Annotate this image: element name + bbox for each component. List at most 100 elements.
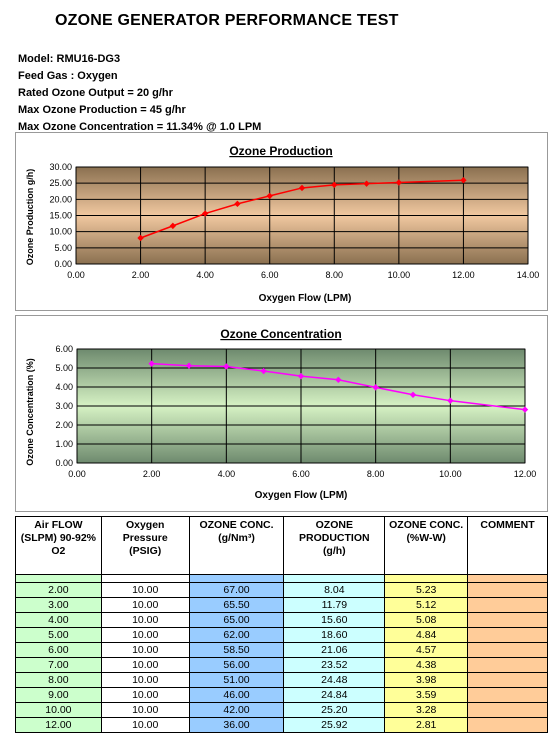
comment-cell: [467, 702, 548, 718]
concentration-y-tick-label: 3.00: [55, 401, 73, 411]
concentration-x-tick-label: 2.00: [143, 469, 161, 479]
ozone-conc-ww-cell: 3.28: [384, 702, 469, 718]
production-chart-title: Ozone Production: [229, 144, 332, 158]
ozone-production-cell: 24.48: [283, 672, 386, 688]
air-flow-cell: 10.00: [15, 702, 102, 718]
oxygen-pressure-cell: 10.00: [100, 672, 190, 688]
concentration-y-tick-label: 0.00: [55, 458, 73, 468]
production-x-axis-label: Oxygen Flow (LPM): [259, 293, 352, 304]
production-x-tick-label: 0.00: [67, 270, 85, 280]
table-header-row: Air FLOW (SLPM) 90-92% O2 Oxygen Pressur…: [15, 516, 548, 575]
production-x-tick-label: 4.00: [196, 270, 214, 280]
header-line: (PSIG): [129, 545, 162, 557]
comment-cell: [467, 642, 548, 658]
header-line: Oxygen: [125, 519, 165, 531]
air-flow-cell: 12.00: [15, 717, 102, 733]
spacer-cell: [100, 574, 190, 583]
production-y-tick-label: 15.00: [49, 211, 72, 221]
concentration-data-point: [335, 376, 342, 383]
concentration-x-tick-label: 8.00: [367, 469, 385, 479]
oxygen-pressure-cell: 10.00: [100, 687, 190, 703]
header-line: Pressure: [122, 532, 168, 544]
comment-cell: [467, 627, 548, 643]
header-line: O2: [51, 545, 66, 557]
table-row: 7.00 10.00 56.00 23.52 4.38: [15, 657, 548, 673]
production-y-axis-label: Ozone Production g/h): [25, 169, 35, 266]
spacer-cell: [283, 574, 386, 583]
air-flow-cell: 6.00: [15, 642, 102, 658]
production-series-line: [140, 179, 464, 239]
header-line: Air FLOW: [34, 519, 83, 531]
ozone-conc-gnm3-cell: 58.50: [188, 642, 285, 658]
comment-cell: [467, 657, 548, 673]
header-line: OZONE CONC.: [199, 519, 274, 531]
table-row: 9.00 10.00 46.00 24.84 3.59: [15, 687, 548, 703]
ozone-conc-gnm3-cell: 42.00: [188, 702, 285, 718]
production-data-point: [331, 181, 338, 189]
ozone-conc-gnm3-cell: 65.00: [188, 612, 285, 628]
spacer-cell: [384, 574, 469, 583]
concentration-x-tick-label: 12.00: [514, 469, 537, 479]
ozone-conc-gnm3-cell: 46.00: [188, 687, 285, 703]
header-line: COMMENT: [480, 519, 535, 531]
production-y-tick-label: 30.00: [49, 162, 72, 172]
comment-cell: [467, 672, 548, 688]
comment-cell: [467, 612, 548, 628]
air-flow-cell: 9.00: [15, 687, 102, 703]
production-y-tick-label: 25.00: [49, 178, 72, 188]
ozone-production-cell: 11.79: [283, 597, 386, 613]
header-oxygen-pressure: Oxygen Pressure (PSIG): [100, 516, 190, 575]
oxygen-pressure-cell: 10.00: [100, 627, 190, 643]
production-data-point: [395, 179, 403, 186]
ozone-conc-gnm3-cell: 67.00: [188, 582, 285, 598]
oxygen-pressure-cell: 10.00: [100, 582, 190, 598]
concentration-chart: Ozone Concentration 0.00 2.00 4.00 6.00 8.00…: [25, 327, 537, 501]
air-flow-cell: 5.00: [15, 627, 102, 643]
concentration-y-tick-label: 6.00: [55, 344, 73, 354]
air-flow-cell: 4.00: [15, 612, 102, 628]
spacer-cell: [15, 574, 102, 583]
page-title: OZONE GENERATOR PERFORMANCE TEST: [55, 12, 399, 29]
ozone-conc-ww-cell: 2.81: [384, 717, 469, 733]
ozone-production-cell: 8.04: [283, 582, 386, 598]
ozone-conc-gnm3-cell: 65.50: [188, 597, 285, 613]
table-row: 10.00 10.00 42.00 25.20 3.28: [15, 702, 548, 718]
ozone-conc-gnm3-cell: 36.00: [188, 717, 285, 733]
comment-cell: [467, 717, 548, 733]
ozone-production-cell: 25.92: [283, 717, 386, 733]
comment-cell: [467, 687, 548, 703]
concentration-chart-frame: Ozone Concentration 0.00 2.00 4.00 6.00 8.00…: [15, 315, 548, 512]
ozone-conc-gnm3-cell: 56.00: [188, 657, 285, 673]
ozone-conc-ww-cell: 5.08: [384, 612, 469, 628]
concentration-data-point: [447, 397, 454, 404]
comment-cell: [467, 582, 548, 598]
performance-table: Air FLOW (SLPM) 90-92% O2 Oxygen Pressur…: [15, 516, 548, 733]
production-x-tick-label: 12.00: [452, 270, 475, 280]
ozone-production-cell: 25.20: [283, 702, 386, 718]
ozone-conc-ww-cell: 3.59: [384, 687, 469, 703]
oxygen-pressure-cell: 10.00: [100, 657, 190, 673]
oxygen-pressure-cell: 10.00: [100, 642, 190, 658]
table-row: 3.00 10.00 65.50 11.79 5.12: [15, 597, 548, 613]
concentration-data-point: [148, 360, 155, 367]
air-flow-cell: 8.00: [15, 672, 102, 688]
production-data-point: [137, 234, 144, 242]
comment-cell: [467, 597, 548, 613]
concentration-data-point: [372, 384, 379, 391]
oxygen-pressure-cell: 10.00: [100, 597, 190, 613]
table-row: 8.00 10.00 51.00 24.48 3.98: [15, 672, 548, 688]
max-production-line: Max Ozone Production = 45 g/hr: [18, 104, 186, 116]
concentration-y-tick-label: 1.00: [55, 439, 73, 449]
header-line: PRODUCTION: [299, 532, 370, 544]
ozone-production-cell: 24.84: [283, 687, 386, 703]
concentration-series-line: [151, 362, 526, 411]
concentration-chart-title: Ozone Concentration: [220, 327, 341, 341]
ozone-production-cell: 15.60: [283, 612, 386, 628]
concentration-data-point: [297, 372, 305, 380]
ozone-conc-ww-cell: 5.12: [384, 597, 469, 613]
production-x-tick-label: 2.00: [132, 270, 150, 280]
concentration-y-tick-label: 2.00: [55, 420, 73, 430]
production-chart: Ozone Production 0.00 2.00 4.00 6.00 8.00 10.…: [25, 144, 539, 304]
rated-output-line: Rated Ozone Output = 20 g/hr: [18, 87, 173, 99]
concentration-data-point: [409, 391, 417, 398]
